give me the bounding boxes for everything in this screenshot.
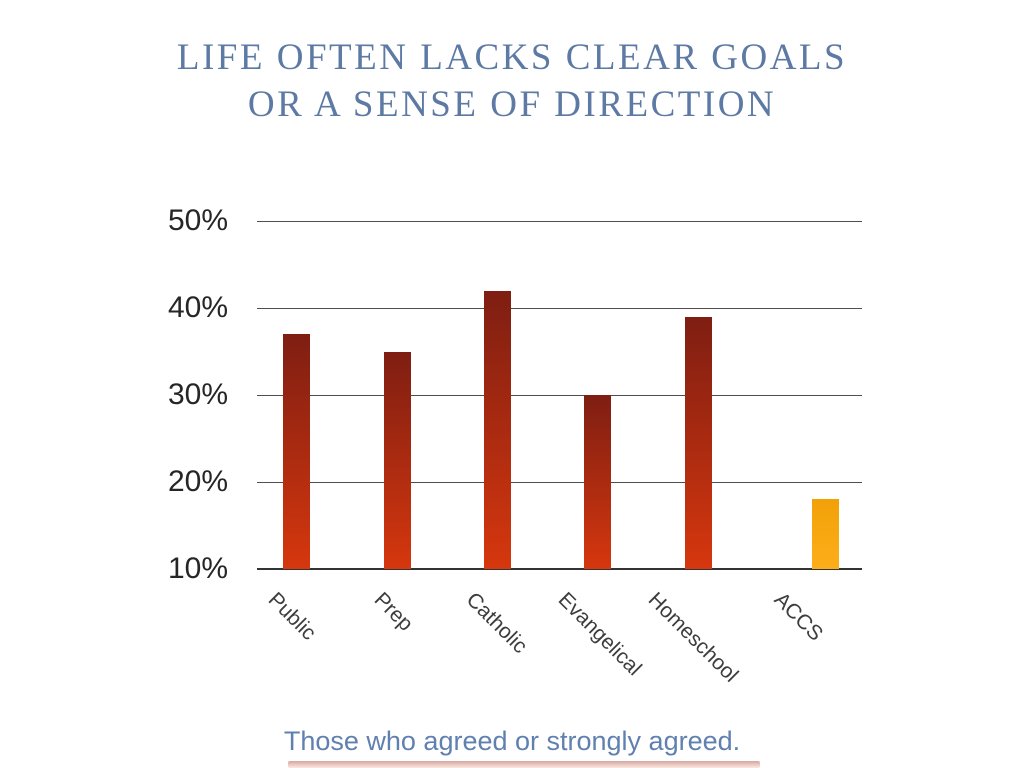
bottom-strip-decoration bbox=[288, 761, 760, 768]
y-tick-label-40: 40% bbox=[167, 291, 228, 324]
x-label-catholic: Catholic bbox=[461, 588, 532, 658]
y-tick-label-20: 20% bbox=[167, 465, 228, 498]
x-axis-line bbox=[257, 568, 862, 570]
bar-public bbox=[283, 334, 310, 569]
bar-homeschool bbox=[685, 317, 712, 569]
y-tick-label-30: 30% bbox=[167, 378, 228, 411]
y-tick-label-10: 10% bbox=[167, 552, 228, 585]
slide-title: LIFE OFTEN LACKS CLEAR GOALS OR A SENSE … bbox=[0, 34, 1024, 128]
slide-title-line-2: OR A SENSE OF DIRECTION bbox=[247, 84, 777, 125]
y-tick-label-50: 50% bbox=[167, 204, 228, 237]
gridline-50 bbox=[257, 221, 862, 222]
x-label-accs: ACCS bbox=[769, 588, 828, 646]
slide-title-line-1: LIFE OFTEN LACKS CLEAR GOALS bbox=[176, 37, 848, 78]
x-label-public: Public bbox=[263, 588, 321, 645]
bar-catholic bbox=[484, 291, 511, 569]
gridline-30 bbox=[257, 395, 862, 396]
gridline-40 bbox=[257, 308, 862, 309]
gridline-20 bbox=[257, 482, 862, 483]
x-label-evangelical: Evangelical bbox=[553, 588, 646, 681]
bar-prep bbox=[384, 352, 411, 569]
chart-caption: Those who agreed or strongly agreed. bbox=[283, 726, 741, 756]
x-label-homeschool: Homeschool bbox=[643, 588, 743, 687]
bar-accs bbox=[812, 499, 839, 569]
bar-evangelical bbox=[584, 395, 611, 569]
x-label-prep: Prep bbox=[369, 588, 418, 636]
